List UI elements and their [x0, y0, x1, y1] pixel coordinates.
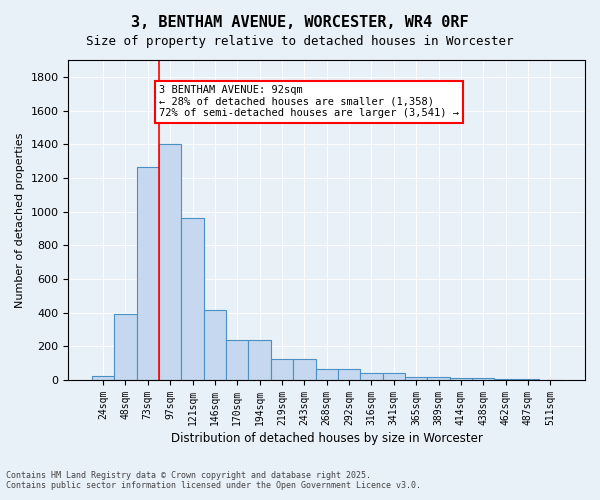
Bar	[316, 369, 338, 380]
Bar	[517, 379, 539, 380]
Bar	[114, 314, 137, 380]
Bar	[204, 310, 226, 380]
Bar	[472, 378, 494, 380]
Bar	[248, 340, 271, 380]
Text: Size of property relative to detached houses in Worcester: Size of property relative to detached ho…	[86, 35, 514, 48]
Bar	[383, 373, 405, 380]
Bar	[92, 376, 114, 380]
Bar	[494, 379, 517, 380]
Text: 3 BENTHAM AVENUE: 92sqm
← 28% of detached houses are smaller (1,358)
72% of semi: 3 BENTHAM AVENUE: 92sqm ← 28% of detache…	[159, 86, 459, 118]
Bar	[181, 218, 204, 380]
Text: Contains HM Land Registry data © Crown copyright and database right 2025.
Contai: Contains HM Land Registry data © Crown c…	[6, 470, 421, 490]
Bar	[293, 359, 316, 380]
Bar	[427, 376, 450, 380]
Bar	[226, 340, 248, 380]
X-axis label: Distribution of detached houses by size in Worcester: Distribution of detached houses by size …	[171, 432, 482, 445]
Y-axis label: Number of detached properties: Number of detached properties	[15, 132, 25, 308]
Bar	[338, 369, 360, 380]
Text: 3, BENTHAM AVENUE, WORCESTER, WR4 0RF: 3, BENTHAM AVENUE, WORCESTER, WR4 0RF	[131, 15, 469, 30]
Bar	[271, 359, 293, 380]
Bar	[450, 378, 472, 380]
Bar	[405, 376, 427, 380]
Bar	[159, 144, 181, 380]
Bar	[360, 373, 383, 380]
Bar	[137, 167, 159, 380]
